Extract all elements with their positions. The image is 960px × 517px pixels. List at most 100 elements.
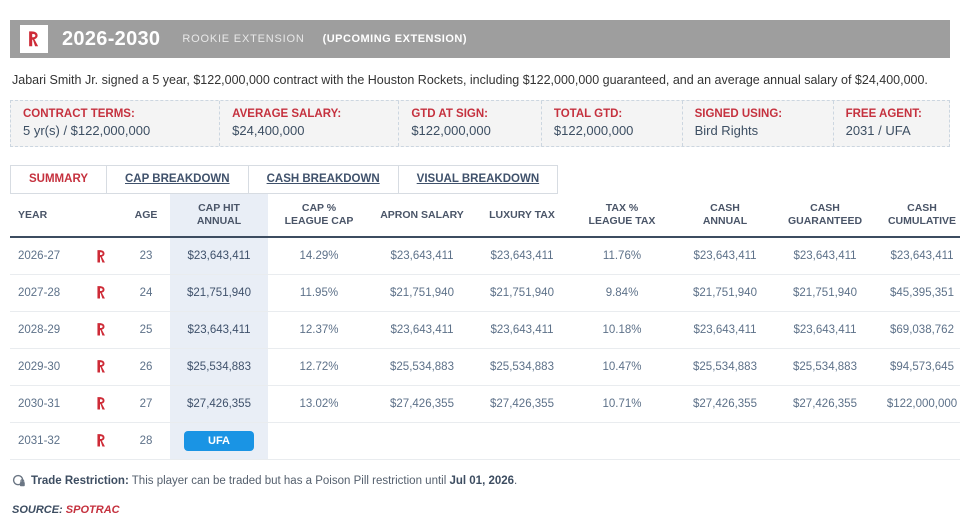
- cell-year: 2027-28: [10, 274, 80, 312]
- contract-header-bar: 2026-2030 ROOKIE EXTENSION (UPCOMING EXT…: [10, 20, 950, 58]
- source-line: SOURCE: SPOTRAC: [12, 504, 948, 516]
- cell-team-logo: [80, 422, 122, 460]
- cell-cash_annual: $23,643,411: [674, 237, 776, 275]
- column-header-cash_gtd: CASH GUARANTEED: [776, 194, 874, 239]
- tab-visual-breakdown[interactable]: VISUAL BREAKDOWN: [397, 165, 559, 194]
- cell-cash_cum: $122,000,000: [874, 385, 960, 423]
- term-total-gtd: TOTAL GTD: $122,000,000: [542, 101, 683, 146]
- tab-cash-breakdown[interactable]: CASH BREAKDOWN: [247, 165, 399, 194]
- cell-luxury: $21,751,940: [474, 274, 570, 312]
- term-value: 5 yr(s) / $122,000,000: [23, 123, 151, 138]
- cell-year: 2029-30: [10, 348, 80, 386]
- cell-cash_annual: [674, 422, 776, 460]
- cell-cash_cum: $94,573,645: [874, 348, 960, 386]
- term-value: $122,000,000: [553, 123, 634, 138]
- column-header-cap_pct: CAP % LEAGUE CAP: [268, 194, 370, 239]
- ufa-badge[interactable]: UFA: [184, 430, 254, 451]
- cell-cap_pct: [268, 422, 370, 460]
- table-row: 2030-31 27 $27,426,355 13.02% $27,426,355 $27…: [10, 385, 960, 423]
- restriction-date: Jul 01, 2026: [449, 474, 515, 487]
- cell-year: 2026-27: [10, 237, 80, 275]
- cell-apron: $27,426,355: [370, 385, 474, 423]
- cell-cap_hit: $23,643,411: [170, 311, 268, 349]
- term-free-agent: FREE AGENT: 2031 / UFA: [834, 101, 949, 146]
- cell-cap_pct: 12.37%: [268, 311, 370, 349]
- team-logo-icon: [96, 397, 105, 410]
- cell-cap_hit: $21,751,940: [170, 274, 268, 312]
- tab-cap-breakdown[interactable]: CAP BREAKDOWN: [106, 165, 249, 194]
- term-label: TOTAL GTD:: [553, 108, 623, 120]
- cell-cash_cum: [874, 422, 960, 460]
- source-link[interactable]: SPOTRAC: [65, 503, 120, 516]
- tab-label: SUMMARY: [29, 173, 88, 185]
- cell-apron: [370, 422, 474, 460]
- cell-year: 2028-29: [10, 311, 80, 349]
- cell-cap_pct: 14.29%: [268, 237, 370, 275]
- contract-type-label: ROOKIE EXTENSION: [182, 33, 305, 45]
- cell-cash_annual: $27,426,355: [674, 385, 776, 423]
- term-label: GTD AT SIGN:: [411, 108, 488, 120]
- cell-apron: $23,643,411: [370, 311, 474, 349]
- term-value: $24,400,000: [232, 123, 305, 138]
- source-label: SOURCE:: [12, 503, 63, 516]
- cell-cash_annual: $21,751,940: [674, 274, 776, 312]
- term-label: AVERAGE SALARY:: [232, 108, 342, 120]
- salary-table: YEAR AGE CAP HIT ANNUAL CAP % LEAGUE CAP APR…: [10, 194, 960, 460]
- cell-age: 26: [122, 348, 170, 386]
- cell-apron: $23,643,411: [370, 237, 474, 275]
- term-label: SIGNED USING:: [694, 108, 783, 120]
- column-header-cap_hit: CAP HIT ANNUAL: [170, 194, 268, 239]
- team-logo-icon: [96, 286, 105, 299]
- column-header-team: [80, 194, 122, 239]
- cell-cash_cum: $23,643,411: [874, 237, 960, 275]
- restriction-text: Trade Restriction: This player can be tr…: [31, 475, 517, 487]
- table-row: 2028-29 25 $23,643,411 12.37% $23,643,411 $23…: [10, 311, 960, 349]
- tab-summary[interactable]: SUMMARY: [10, 165, 107, 194]
- column-header-cash_annual: CASH ANNUAL: [674, 194, 776, 239]
- rockets-logo-icon: [29, 31, 39, 47]
- cell-luxury: $27,426,355: [474, 385, 570, 423]
- cell-cap_hit: $25,534,883: [170, 348, 268, 386]
- term-average-salary: AVERAGE SALARY: $24,400,000: [220, 101, 400, 146]
- cell-tax_pct: 10.18%: [570, 311, 674, 349]
- cell-cash_gtd: [776, 422, 874, 460]
- cell-luxury: [474, 422, 570, 460]
- cell-tax_pct: 9.84%: [570, 274, 674, 312]
- cell-cash_gtd: $27,426,355: [776, 385, 874, 423]
- term-value: Bird Rights: [694, 123, 759, 138]
- cell-luxury: $23,643,411: [474, 311, 570, 349]
- restriction-label: Trade Restriction:: [31, 474, 129, 487]
- cell-age: 27: [122, 385, 170, 423]
- team-logo-box: [20, 25, 48, 53]
- cell-year: 2031-32: [10, 422, 80, 460]
- cell-cash_gtd: $25,534,883: [776, 348, 874, 386]
- cell-cash_gtd: $23,643,411: [776, 237, 874, 275]
- table-row: 2027-28 24 $21,751,940 11.95% $21,751,940 $21…: [10, 274, 960, 312]
- cell-apron: $25,534,883: [370, 348, 474, 386]
- cell-year: 2030-31: [10, 385, 80, 423]
- table-body: 2026-27 23 $23,643,411 14.29% $23,643,411 $23…: [10, 237, 960, 460]
- column-header-luxury: LUXURY TAX: [474, 194, 570, 239]
- cell-cash_annual: $23,643,411: [674, 311, 776, 349]
- team-logo-icon: [96, 434, 105, 447]
- term-contract-terms: CONTRACT TERMS: 5 yr(s) / $122,000,000: [11, 101, 221, 146]
- cell-cap_hit: $23,643,411: [170, 237, 268, 275]
- cell-tax_pct: 10.71%: [570, 385, 674, 423]
- cell-team-logo: [80, 385, 122, 423]
- term-signed-using: SIGNED USING: Bird Rights: [683, 101, 834, 146]
- contract-summary-sentence: Jabari Smith Jr. signed a 5 year, $122,0…: [12, 73, 928, 87]
- cell-age: 28: [122, 422, 170, 460]
- team-logo-icon: [96, 249, 105, 262]
- term-value: 2031 / UFA: [845, 123, 911, 138]
- column-header-age: AGE: [122, 194, 170, 239]
- column-header-year: YEAR: [10, 194, 80, 239]
- tab-label: CAP BREAKDOWN: [125, 173, 230, 185]
- cell-ufa: UFA: [170, 422, 268, 460]
- table-row: 2029-30 26 $25,534,883 12.72% $25,534,883 $25…: [10, 348, 960, 386]
- cell-team-logo: [80, 274, 122, 312]
- cell-luxury: $25,534,883: [474, 348, 570, 386]
- restriction-body: This player can be traded but has a Pois…: [128, 474, 450, 487]
- cell-cap_hit: $27,426,355: [170, 385, 268, 423]
- cell-cash_cum: $69,038,762: [874, 311, 960, 349]
- tab-label: VISUAL BREAKDOWN: [416, 173, 540, 185]
